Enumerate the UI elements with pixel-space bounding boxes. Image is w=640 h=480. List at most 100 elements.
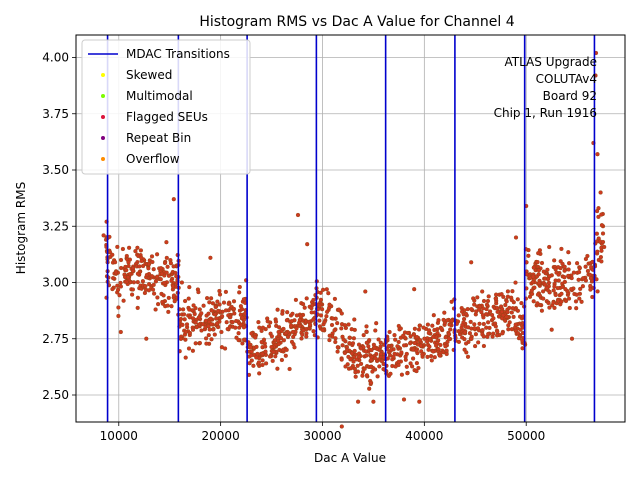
annotation-line: ATLAS Upgrade <box>504 55 597 69</box>
data-point <box>552 305 557 310</box>
data-point <box>290 329 296 334</box>
data-point <box>257 371 262 376</box>
data-point <box>178 336 183 341</box>
data-point <box>166 309 171 314</box>
data-point <box>170 284 176 289</box>
y-axis-label: Histogram RMS <box>14 182 28 274</box>
data-point <box>364 373 369 378</box>
data-point <box>463 311 469 316</box>
data-point <box>529 291 535 296</box>
data-point <box>199 311 204 316</box>
data-point <box>555 298 561 303</box>
data-point <box>251 363 256 368</box>
data-point <box>444 348 449 353</box>
data-point <box>240 341 245 346</box>
data-point <box>569 287 574 292</box>
data-point <box>298 314 303 319</box>
plot-frame <box>75 34 626 423</box>
data-point <box>264 361 269 366</box>
data-point <box>516 336 522 341</box>
data-point <box>509 310 514 315</box>
data-point <box>574 292 579 297</box>
x-axis-ticks: 10000 20000 30000 40000 50000 <box>100 422 545 443</box>
data-point <box>260 351 265 356</box>
data-point <box>187 285 192 290</box>
data-point <box>329 322 335 328</box>
data-point <box>436 347 441 352</box>
data-point <box>562 275 567 280</box>
x-axis-label: Dac A Value <box>314 451 386 465</box>
data-point <box>150 287 156 292</box>
data-point <box>285 310 290 315</box>
data-point <box>577 265 582 270</box>
data-point <box>464 350 469 355</box>
data-point <box>372 345 377 350</box>
data-point <box>536 272 541 277</box>
data-point <box>178 316 183 322</box>
data-point <box>276 338 281 344</box>
outlier-point <box>412 287 417 292</box>
data-point <box>158 266 164 271</box>
data-point <box>497 314 502 319</box>
data-point <box>125 275 131 280</box>
data-point <box>585 268 590 274</box>
legend-label: Multimodal <box>126 89 193 103</box>
data-point <box>173 270 178 275</box>
data-point <box>480 289 485 294</box>
data-point <box>164 255 169 260</box>
data-point <box>151 282 156 287</box>
data-point <box>335 349 340 354</box>
data-point <box>256 320 261 325</box>
data-point <box>515 297 520 302</box>
data-point <box>556 278 561 283</box>
data-point <box>221 300 227 305</box>
data-point <box>164 270 169 275</box>
y-tick-label: 3.25 <box>42 219 69 233</box>
data-point <box>443 335 448 340</box>
data-point <box>116 313 121 319</box>
data-point <box>339 326 344 331</box>
data-point <box>442 310 447 315</box>
data-point <box>228 315 233 320</box>
data-point <box>147 282 152 287</box>
data-point <box>419 349 424 354</box>
data-point <box>562 268 567 273</box>
data-point <box>325 309 330 314</box>
data-point <box>378 340 383 345</box>
data-point <box>127 245 132 250</box>
data-point <box>345 362 350 367</box>
x-tick-label: 40000 <box>405 429 443 443</box>
data-point <box>598 255 603 260</box>
data-point <box>547 305 552 310</box>
data-point <box>369 348 374 353</box>
data-point <box>339 311 344 316</box>
data-point <box>574 261 580 266</box>
data-point <box>387 353 393 358</box>
data-point <box>493 324 498 329</box>
data-point <box>152 291 157 296</box>
data-point <box>504 299 509 304</box>
data-point <box>428 337 433 342</box>
data-point <box>124 279 129 284</box>
outlier-point <box>295 212 301 218</box>
data-point <box>342 323 347 328</box>
annotation-line: Chip 1, Run 1916 <box>494 106 597 120</box>
data-point <box>553 292 558 298</box>
data-point <box>135 295 140 300</box>
data-point <box>495 305 500 311</box>
data-point <box>155 252 160 257</box>
chart-title: Histogram RMS vs Dac A Value for Channel… <box>199 14 514 30</box>
data-point <box>209 337 214 342</box>
data-point <box>217 302 222 307</box>
data-point <box>216 308 221 313</box>
data-point <box>289 319 294 324</box>
legend-label: Skewed <box>126 68 172 82</box>
data-point <box>351 359 356 364</box>
data-point <box>448 327 453 332</box>
data-point <box>156 302 161 307</box>
data-point <box>174 274 179 279</box>
outlier-point <box>513 235 519 240</box>
data-point <box>187 307 192 312</box>
data-point <box>320 307 325 312</box>
data-point <box>209 308 214 313</box>
